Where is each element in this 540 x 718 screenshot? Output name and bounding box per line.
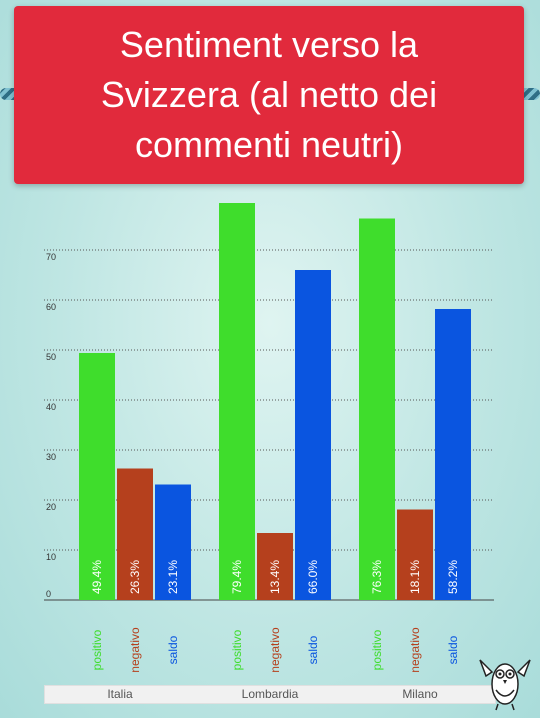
y-tick-label: 60 (46, 302, 56, 312)
bar-series-label: positivo (90, 629, 104, 670)
category-label-italia: Italia (107, 687, 133, 701)
bar-series-label: saldo (306, 635, 320, 664)
bar-series-label: negativo (268, 627, 282, 673)
data-label: 18.1% (408, 560, 422, 594)
bar-negativo-lombardia (257, 533, 293, 600)
bar-series-label: negativo (408, 627, 422, 673)
bar-series-label: negativo (128, 627, 142, 673)
y-tick-label: 40 (46, 402, 56, 412)
bar-negativo-milano (397, 509, 433, 600)
bar-series-label: positivo (230, 629, 244, 670)
bar-saldo-italia (155, 484, 191, 600)
y-tick-label: 10 (46, 552, 56, 562)
data-label: 66.0% (306, 560, 320, 594)
bar-series-label: saldo (446, 635, 460, 664)
category-label-lombardia: Lombardia (241, 687, 299, 701)
y-tick-label: 0 (46, 589, 51, 599)
bar-positivo-italia (79, 353, 115, 600)
y-tick-label: 20 (46, 502, 56, 512)
title-banner: Sentiment verso la Svizzera (al netto de… (14, 6, 524, 184)
data-label: 49.4% (90, 560, 104, 594)
data-label: 23.1% (166, 560, 180, 594)
bar-positivo-milano (359, 218, 395, 600)
data-label: 26.3% (128, 560, 142, 594)
data-label: 79.4% (230, 560, 244, 594)
bar-positivo-lombardia (219, 203, 255, 600)
y-tick-label: 30 (46, 452, 56, 462)
bar-negativo-italia (117, 468, 153, 600)
category-label-milano: Milano (402, 687, 438, 701)
data-label: 76.3% (370, 560, 384, 594)
bar-saldo-lombardia (295, 270, 331, 600)
data-label: 58.2% (446, 560, 460, 594)
bar-saldo-milano (435, 309, 471, 600)
category-axis: Italia Lombardia Milano (44, 685, 496, 704)
data-label: 13.4% (268, 560, 282, 594)
bar-series-label: saldo (166, 635, 180, 664)
y-tick-label: 70 (46, 252, 56, 262)
chart-title: Sentiment verso la Svizzera (al netto de… (100, 24, 438, 165)
owl-mascot-icon (479, 659, 531, 711)
y-tick-label: 50 (46, 352, 56, 362)
bar-series-label: positivo (370, 629, 384, 670)
